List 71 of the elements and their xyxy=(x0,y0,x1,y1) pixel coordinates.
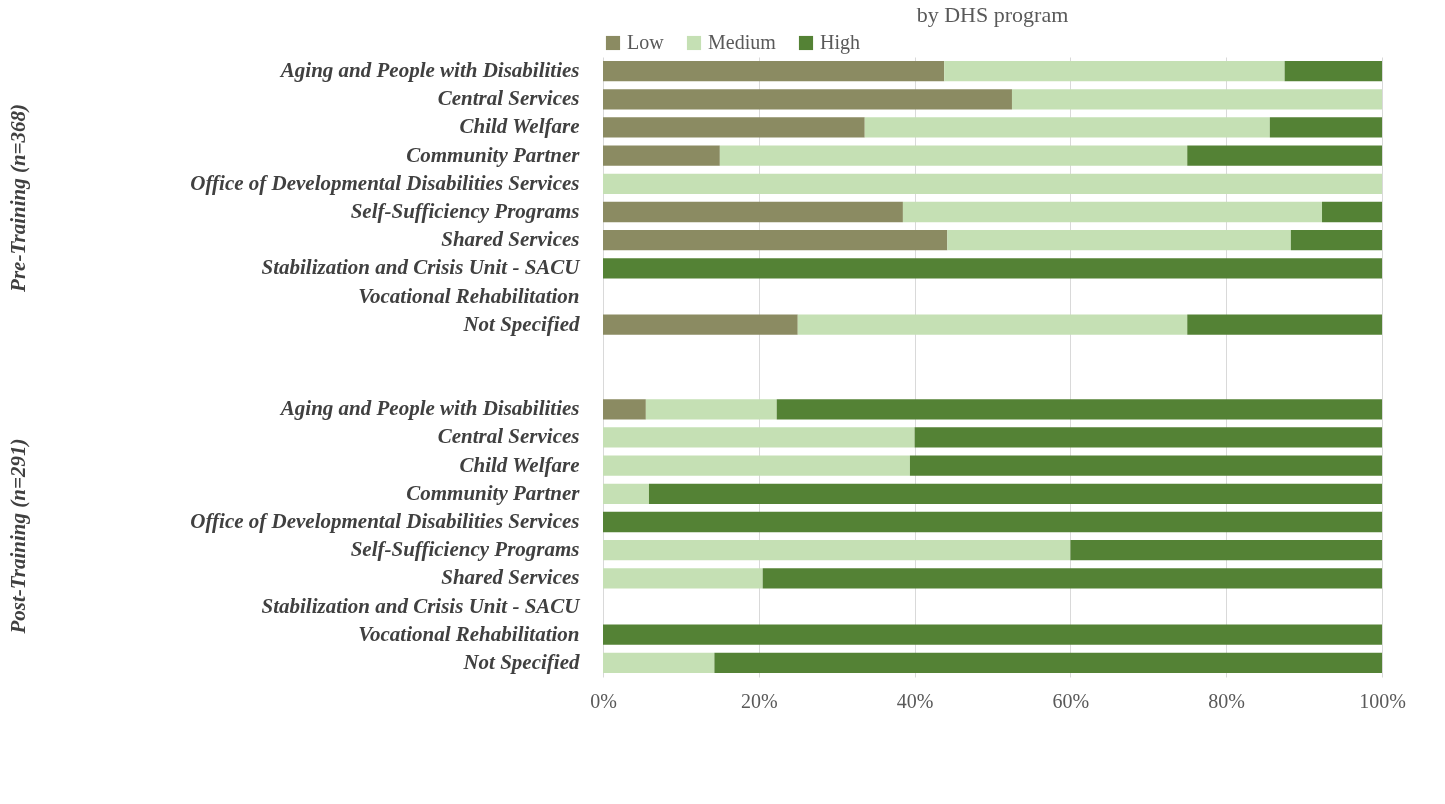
bar xyxy=(902,201,1323,223)
text: Post-Training (n=291) xyxy=(6,438,30,635)
bar xyxy=(603,568,763,589)
x-tick-label: 60% xyxy=(1052,689,1090,712)
bar xyxy=(603,145,720,166)
bar xyxy=(947,230,1291,251)
bar xyxy=(1322,201,1382,223)
bar xyxy=(1187,314,1382,335)
bar xyxy=(603,652,715,674)
y-tick-label: Shared Services xyxy=(441,565,580,590)
bar xyxy=(603,399,646,420)
y-tick-label: Stabilization and Crisis Unit - SACU xyxy=(261,255,582,280)
y-tick-label: Community Partner xyxy=(406,480,581,505)
y-tick-label: Stabilization and Crisis Unit - SACU xyxy=(261,593,582,618)
y-tick-label: Aging and People with Disabilities xyxy=(278,396,580,421)
bar xyxy=(1070,540,1382,561)
x-tick-label: 0% xyxy=(590,689,617,712)
y-tick-label: Central Services xyxy=(437,424,580,449)
bar xyxy=(603,314,798,335)
bar xyxy=(603,60,945,82)
bar xyxy=(603,427,915,448)
bar xyxy=(762,568,1382,589)
y-tick-label: Not Specified xyxy=(462,311,580,336)
bar xyxy=(603,117,865,138)
bar xyxy=(776,399,1382,420)
chart-title: by DHS program xyxy=(916,2,1069,27)
bar xyxy=(603,230,948,251)
bar xyxy=(1290,230,1382,251)
bar xyxy=(714,652,1382,674)
bar xyxy=(603,511,1382,533)
bar xyxy=(603,455,910,476)
bar xyxy=(603,201,903,223)
text: Pre-Training (n=368) xyxy=(6,103,30,293)
bar xyxy=(648,483,1382,504)
y-tick-label: Vocational Rehabilitation xyxy=(358,621,580,646)
x-tick-label: 100% xyxy=(1359,689,1406,712)
y-tick-label: Community Partner xyxy=(406,142,581,167)
bar xyxy=(603,624,1382,645)
bar xyxy=(719,145,1188,166)
y-tick-label: Child Welfare xyxy=(459,452,580,477)
y-tick-label: Vocational Rehabilitation xyxy=(358,283,580,308)
y-tick-label: Office of Developmental Disabilities Services xyxy=(190,509,580,533)
bar xyxy=(797,314,1188,335)
bar xyxy=(1011,89,1382,110)
x-tick-label: 20% xyxy=(740,689,778,712)
y-tick-label: Office of Developmental Disabilities Services xyxy=(190,170,580,195)
y-tick-label: Shared Services xyxy=(441,227,580,252)
bar xyxy=(603,89,1012,110)
y-tick-label: Central Services xyxy=(437,86,580,111)
y-tick-label: Not Specified xyxy=(462,649,580,674)
bar xyxy=(1269,117,1382,138)
bar xyxy=(603,540,1071,561)
y-tick-label: Self-Sufficiency Programs xyxy=(350,199,580,223)
y-tick-label: Child Welfare xyxy=(459,114,580,139)
bar xyxy=(864,117,1270,138)
bar xyxy=(1187,145,1382,166)
y-tick-label: Self-Sufficiency Programs xyxy=(350,537,580,562)
bar xyxy=(944,60,1285,82)
x-tick-label: 40% xyxy=(896,689,934,712)
bar xyxy=(909,455,1382,476)
bar xyxy=(1284,60,1382,82)
bar xyxy=(914,427,1382,448)
bar xyxy=(645,399,777,420)
bar xyxy=(603,258,1382,279)
legend-label: Medium xyxy=(708,31,777,53)
bar xyxy=(603,173,1382,194)
legend-label: High xyxy=(820,31,860,54)
legend-label: Low xyxy=(627,31,665,53)
x-tick-label: 80% xyxy=(1208,689,1246,712)
bar xyxy=(603,483,649,504)
y-tick-label: Aging and People with Disabilities xyxy=(278,58,580,83)
